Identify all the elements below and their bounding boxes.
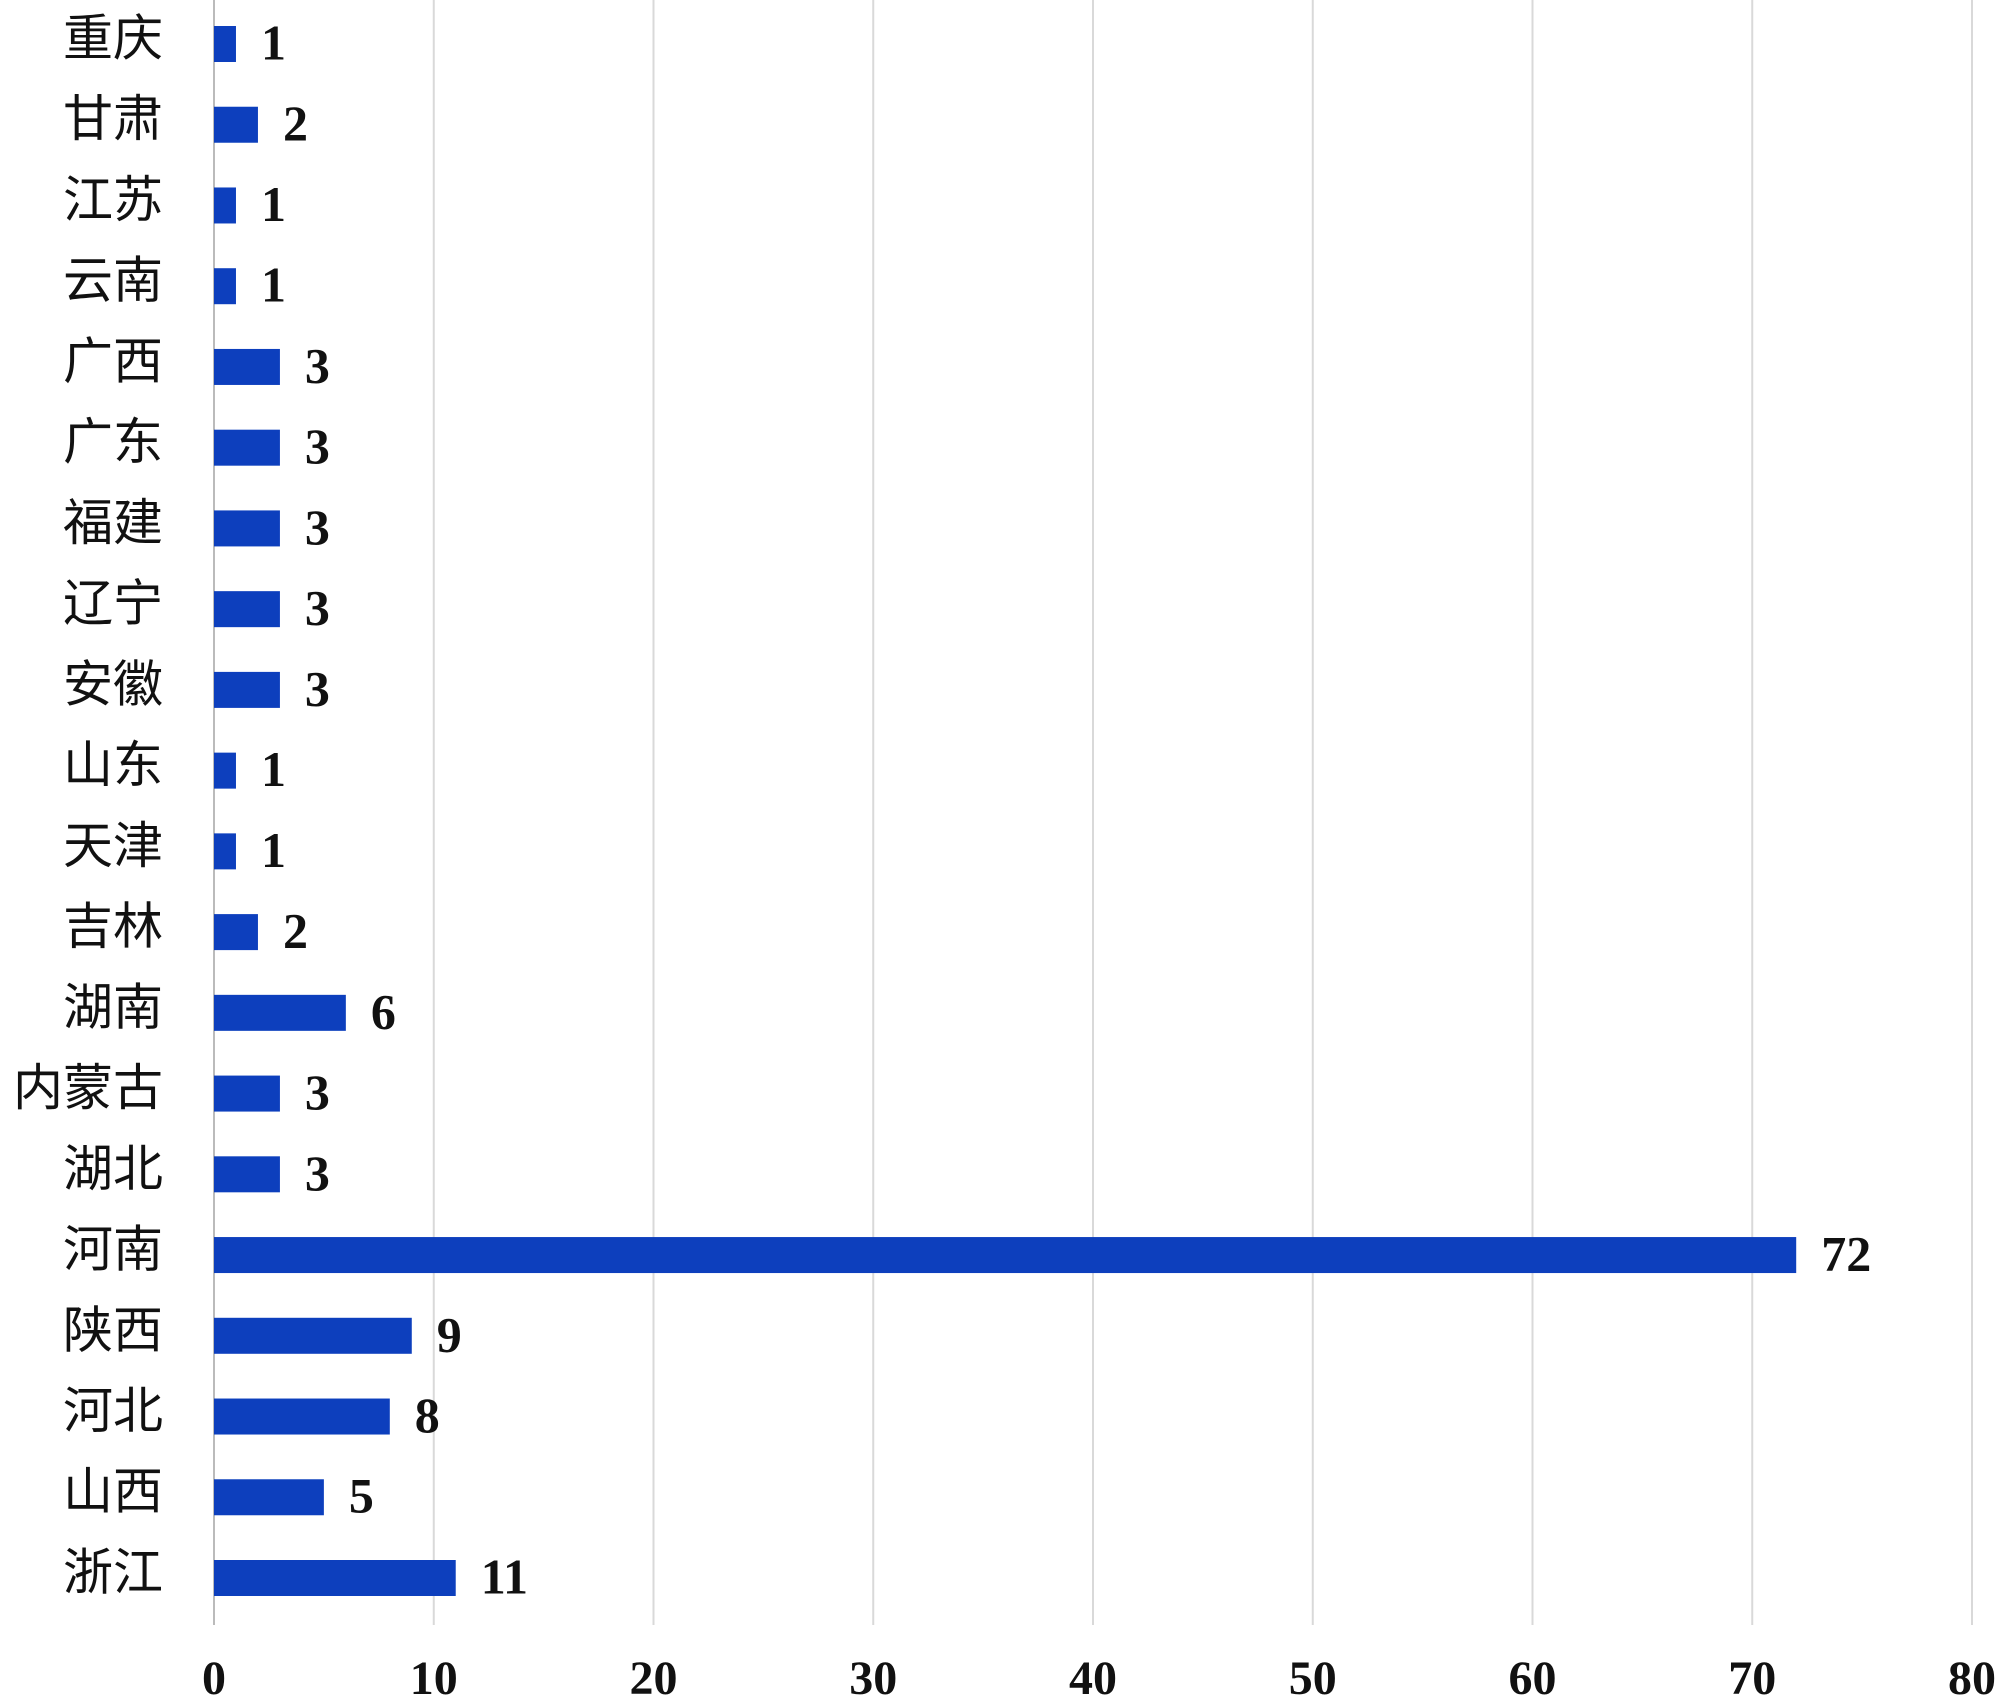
value-label: 3 [305, 499, 330, 555]
bar [214, 106, 258, 143]
bar [214, 914, 258, 951]
value-label: 3 [305, 580, 330, 636]
value-label: 1 [261, 176, 286, 232]
y-tick-label: 山西 [63, 1464, 163, 1520]
bar [214, 429, 280, 466]
y-tick-label: 湖南 [63, 979, 163, 1035]
bar [214, 187, 236, 224]
y-tick-label: 吉林 [63, 899, 163, 955]
x-tick-label: 40 [1069, 1652, 1117, 1701]
value-label: 9 [437, 1306, 462, 1362]
value-label: 3 [305, 418, 330, 474]
value-label: 1 [261, 741, 286, 797]
y-tick-label: 辽宁 [63, 576, 163, 632]
value-label: 2 [283, 903, 308, 959]
y-tick-label: 浙江 [63, 1544, 163, 1600]
bar [214, 268, 236, 305]
bar [214, 833, 236, 870]
value-label: 11 [481, 1548, 528, 1604]
y-tick-label: 广东 [63, 414, 163, 470]
y-tick-label: 云南 [63, 253, 163, 309]
value-label: 1 [261, 822, 286, 878]
y-tick-label: 陕西 [63, 1302, 163, 1358]
value-label: 3 [305, 337, 330, 393]
value-label: 72 [1821, 1226, 1871, 1282]
x-tick-label: 80 [1948, 1652, 1996, 1701]
y-tick-label: 内蒙古 [13, 1060, 163, 1116]
bar [214, 1156, 280, 1193]
y-tick-label: 广西 [63, 333, 163, 389]
bar [214, 26, 236, 62]
value-label: 6 [371, 983, 396, 1039]
bar [214, 1479, 324, 1516]
y-tick-label: 山东 [63, 737, 163, 793]
x-tick-label: 60 [1509, 1652, 1557, 1701]
x-tick-label: 0 [202, 1652, 226, 1701]
x-tick-label: 50 [1289, 1652, 1337, 1701]
bar [214, 1237, 1797, 1274]
bar [214, 1398, 390, 1435]
y-tick-label: 甘肃 [63, 91, 163, 147]
value-label: 2 [283, 95, 308, 151]
y-tick-label: 安徽 [63, 656, 163, 712]
y-tick-label: 江苏 [63, 172, 163, 228]
bar [214, 348, 280, 385]
bar [214, 591, 280, 628]
value-label: 8 [415, 1387, 440, 1443]
bar [214, 752, 236, 789]
x-tick-label: 30 [849, 1652, 897, 1701]
bar [214, 1317, 412, 1354]
bar [214, 1075, 280, 1112]
y-tick-label: 重庆 [63, 10, 163, 66]
value-label: 3 [305, 660, 330, 716]
value-label: 1 [261, 14, 286, 70]
bar [214, 510, 280, 547]
bar [214, 994, 346, 1031]
bar [214, 671, 280, 708]
x-tick-label: 10 [410, 1652, 458, 1701]
x-tick-label: 70 [1728, 1652, 1776, 1701]
y-tick-label: 福建 [63, 495, 163, 551]
value-label: 1 [261, 257, 286, 313]
y-tick-label: 湖北 [63, 1141, 163, 1197]
y-tick-label: 天津 [63, 818, 163, 874]
y-tick-label: 河北 [63, 1383, 163, 1439]
value-label: 3 [305, 1064, 330, 1120]
y-tick-label: 河南 [63, 1222, 163, 1278]
bar [214, 1560, 456, 1596]
value-label: 5 [349, 1468, 374, 1524]
value-label: 3 [305, 1145, 330, 1201]
x-tick-label: 20 [630, 1652, 678, 1701]
